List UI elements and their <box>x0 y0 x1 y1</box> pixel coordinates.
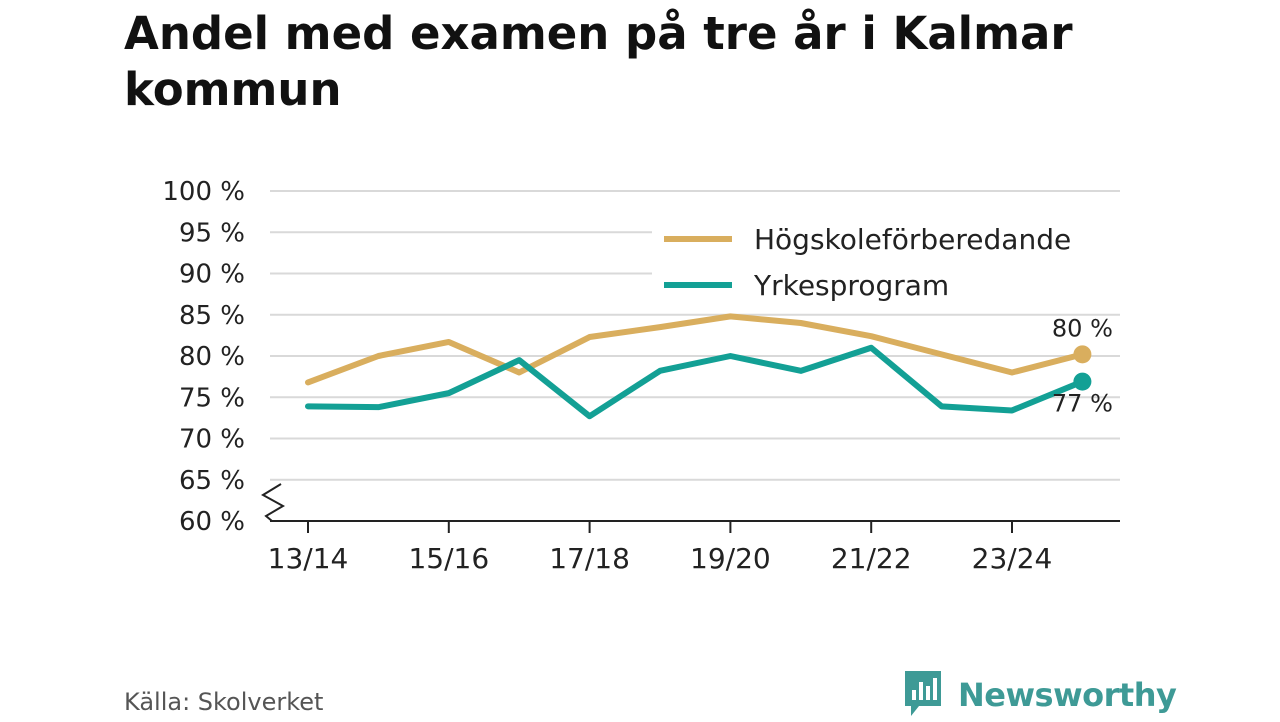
newsworthy-logo-icon <box>902 668 944 722</box>
y-tick-label: 85 % <box>179 301 245 331</box>
y-tick-label: 70 % <box>179 425 245 455</box>
x-tick-label: 23/24 <box>972 542 1053 575</box>
x-axis: 13/14 15/16 17/18 19/20 21/22 23/24 <box>261 483 1120 575</box>
y-tick-label: 95 % <box>179 218 245 248</box>
legend-background <box>652 214 1120 306</box>
series-end-point <box>1073 345 1092 364</box>
y-tick-label: 60 % <box>179 507 245 537</box>
axis-break-icon <box>261 483 286 522</box>
x-tick-label: 15/16 <box>408 542 489 575</box>
brand-name: Newsworthy <box>958 676 1177 714</box>
brand[interactable]: Newsworthy <box>902 668 1177 722</box>
x-tick-label: 21/22 <box>831 542 912 575</box>
y-axis-ticks: 60 % 65 % 70 % 75 % 80 % 85 % 90 % 95 % 100 % <box>162 177 245 537</box>
x-tick-label: 13/14 <box>268 542 349 575</box>
series-line-yrkesprogram <box>305 344 1086 420</box>
end-labels: 80 % 77 % <box>1052 314 1113 417</box>
series-lines <box>305 313 1092 420</box>
series-end-point <box>1073 372 1092 391</box>
y-tick-label: 100 % <box>162 177 245 207</box>
series-line-hogskoleforberedande <box>305 313 1086 386</box>
end-value-label: 77 % <box>1052 390 1113 418</box>
legend-label: Högskoleförberedande <box>754 223 1071 256</box>
end-value-label: 80 % <box>1052 314 1113 342</box>
x-tick-label: 17/18 <box>549 542 630 575</box>
y-tick-label: 65 % <box>179 466 245 496</box>
y-tick-label: 80 % <box>179 342 245 372</box>
y-tick-label: 75 % <box>179 383 245 413</box>
y-tick-label: 90 % <box>179 260 245 290</box>
source-note: Källa: Skolverket <box>124 688 324 716</box>
legend-label: Yrkesprogram <box>753 269 949 302</box>
x-tick-label: 19/20 <box>690 542 771 575</box>
chart-title: Andel med examen på tre år i Kalmar komm… <box>124 7 1073 116</box>
legend: Högskoleförberedande Yrkesprogram <box>652 214 1120 306</box>
